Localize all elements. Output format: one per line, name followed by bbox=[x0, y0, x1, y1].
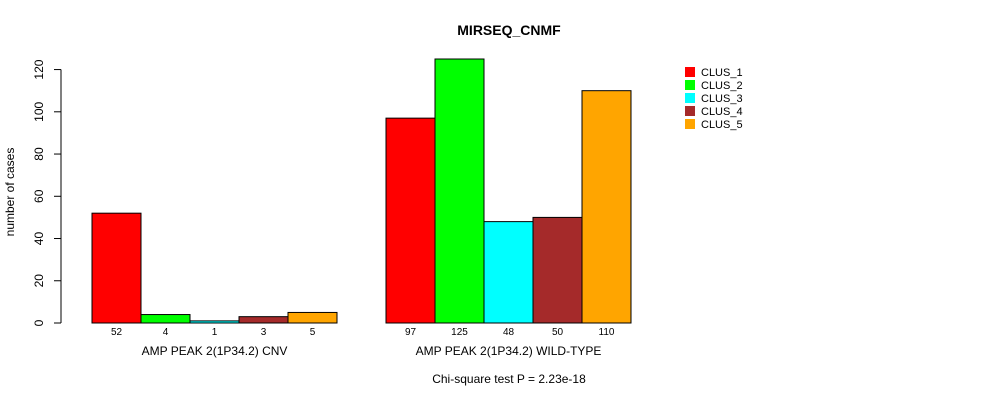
bar-clus-3 bbox=[189, 320, 240, 324]
bar-count-label: 125 bbox=[451, 327, 468, 338]
bar-clus-4 bbox=[532, 216, 583, 324]
bar-clus-5 bbox=[287, 311, 338, 324]
bar-count-label: 48 bbox=[503, 327, 515, 338]
chart-title: MIRSEQ_CNMF bbox=[457, 22, 561, 38]
legend-label: CLUS_1 bbox=[701, 67, 743, 79]
chi-square-footnote: Chi-square test P = 2.23e-18 bbox=[432, 372, 586, 386]
legend-swatch bbox=[685, 106, 695, 116]
legend-label: CLUS_4 bbox=[701, 106, 743, 118]
y-tick-label: 80 bbox=[32, 147, 46, 161]
group-label: AMP PEAK 2(1P34.2) WILD-TYPE bbox=[416, 344, 602, 358]
legend-swatch bbox=[685, 93, 695, 103]
bar-clus-1 bbox=[91, 212, 142, 324]
bar-count-label: 5 bbox=[310, 327, 316, 338]
legend-label: CLUS_2 bbox=[701, 80, 743, 92]
y-tick-label: 0 bbox=[32, 319, 46, 326]
bars: 52 4 1 3 5 97 125 48 50 110 bbox=[91, 58, 632, 338]
bar-count-label: 97 bbox=[405, 327, 417, 338]
bar-clus-5 bbox=[581, 90, 632, 324]
group-labels: AMP PEAK 2(1P34.2) CNV AMP PEAK 2(1P34.2)… bbox=[142, 344, 602, 358]
bar-clus-1 bbox=[385, 117, 436, 324]
bar-clus-3 bbox=[483, 221, 534, 324]
bar-count-label: 52 bbox=[111, 327, 123, 338]
legend-swatch bbox=[685, 119, 695, 129]
bar-count-label: 4 bbox=[163, 327, 169, 338]
y-tick-label: 20 bbox=[32, 274, 46, 288]
y-tick-label: 60 bbox=[32, 189, 46, 203]
legend-swatch bbox=[685, 80, 695, 90]
y-axis-label: number of cases bbox=[3, 148, 17, 237]
legend-label: CLUS_5 bbox=[701, 119, 743, 131]
legend-swatch bbox=[685, 67, 695, 77]
bar-clus-2 bbox=[434, 58, 485, 324]
bar-count-label: 110 bbox=[599, 327, 615, 338]
bar-clus-4 bbox=[238, 316, 289, 324]
bar-count-label: 3 bbox=[261, 327, 267, 338]
y-tick-label: 40 bbox=[32, 232, 46, 246]
bar-count-label: 1 bbox=[212, 327, 218, 338]
y-axis: 0 20 40 60 80 100 120 bbox=[32, 59, 62, 326]
bar-count-label: 50 bbox=[552, 327, 564, 338]
bar-clus-2 bbox=[140, 314, 191, 324]
y-tick-label: 100 bbox=[32, 101, 46, 121]
legend-label: CLUS_3 bbox=[701, 93, 743, 105]
group-label: AMP PEAK 2(1P34.2) CNV bbox=[142, 344, 288, 358]
y-tick-label: 120 bbox=[32, 59, 46, 79]
